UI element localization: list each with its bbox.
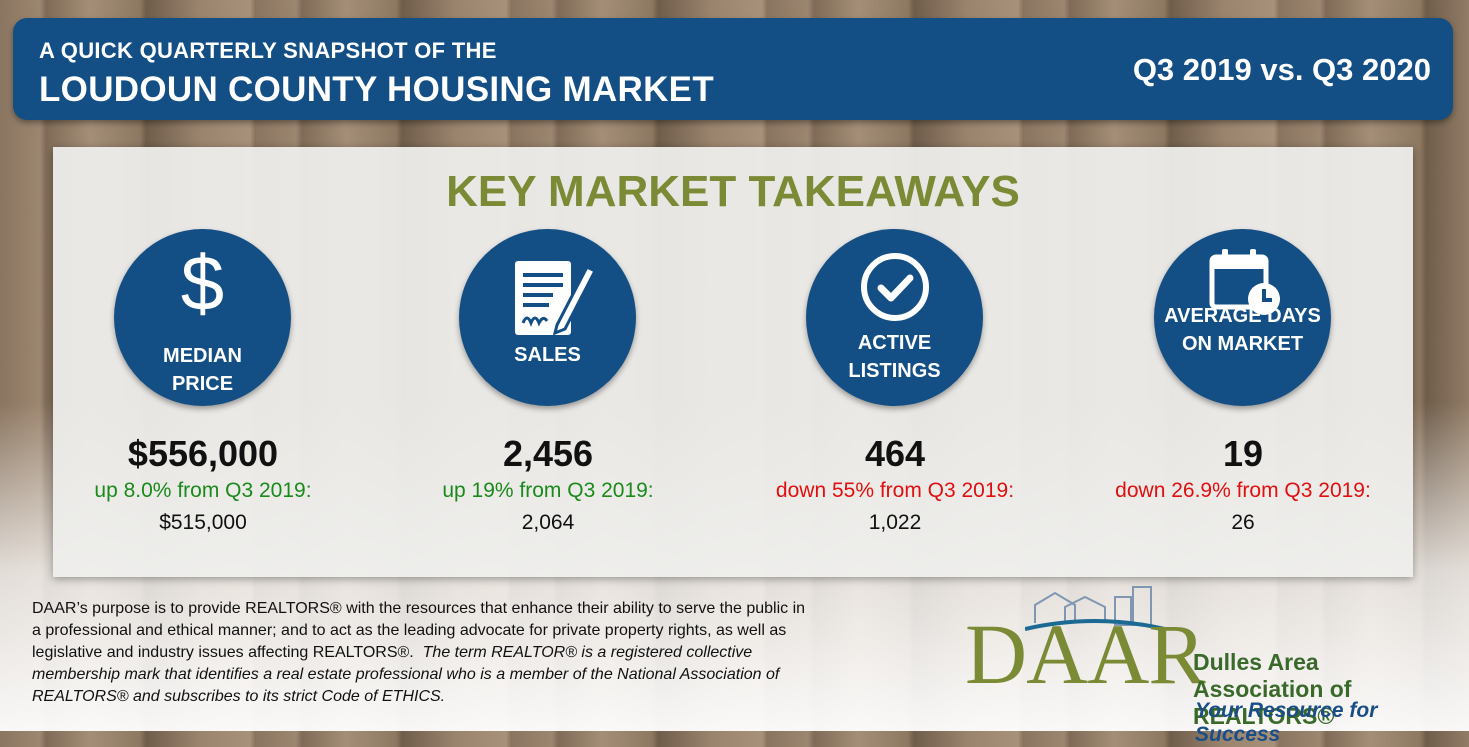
- stat-value: 464: [864, 433, 926, 474]
- stat-days-on-market: AVERAGE DAYS ON MARKET 19 down 26.9% fro…: [1093, 229, 1393, 559]
- stat-label-line1: MEDIAN: [163, 345, 242, 367]
- takeaways-panel: KEY MARKET TAKEAWAYS $ MEDIAN PRICE $556…: [53, 147, 1413, 577]
- stat-label: ACTIVE LISTINGS: [806, 329, 983, 385]
- stat-sales: SALES 2,456 up 19% from Q3 2019: 2,064: [398, 229, 698, 559]
- stat-label-line1: ACTIVE: [857, 332, 932, 354]
- banner-period: Q3 2019 vs. Q3 2020: [1132, 52, 1431, 87]
- stat-label: AVERAGE DAYS ON MARKET: [1154, 302, 1331, 358]
- stat-circle: SALES: [459, 229, 636, 406]
- stat-circle: ACTIVE LISTINGS: [806, 229, 983, 406]
- stat-previous: 1,022: [868, 511, 922, 534]
- contract-signature-icon: [515, 261, 598, 336]
- stat-value: $556,000: [127, 433, 279, 474]
- footer-purpose-text: DAAR’s purpose is to provide REALTORS® w…: [32, 598, 832, 708]
- stat-label: MEDIAN PRICE: [114, 342, 291, 398]
- stat-change: up 8.0% from Q3 2019:: [94, 479, 312, 502]
- stat-label-line1: SALES: [514, 344, 581, 366]
- stat-value: 19: [1222, 433, 1264, 474]
- stat-change: up 19% from Q3 2019:: [442, 479, 654, 502]
- footer-line: a professional and ethical manner; and t…: [32, 622, 787, 639]
- footer-line-normal: legislative and industry issues affectin…: [32, 644, 414, 661]
- panel-heading: KEY MARKET TAKEAWAYS: [446, 167, 1020, 216]
- banner-subtitle: A QUICK QUARTERLY SNAPSHOT OF THE: [39, 38, 497, 63]
- stat-active-listings: ACTIVE LISTINGS 464 down 55% from Q3 201…: [745, 229, 1045, 559]
- logo-org-line1: Dulles Area: [1193, 649, 1319, 675]
- footer-line: DAAR’s purpose is to provide REALTORS® w…: [32, 600, 806, 617]
- logo-org-line2: Association of REALTORS®: [1193, 676, 1352, 729]
- stat-change: down 26.9% from Q3 2019:: [1115, 479, 1371, 502]
- banner-title: LOUDOUN COUNTY HOUSING MARKET: [39, 70, 714, 109]
- header-banner: A QUICK QUARTERLY SNAPSHOT OF THE LOUDOU…: [13, 18, 1453, 120]
- stat-value: 2,456: [502, 433, 594, 474]
- stat-label-line2: ON MARKET: [1181, 333, 1304, 355]
- dollar-icon: $: [180, 239, 225, 327]
- stat-previous: 26: [1231, 511, 1255, 534]
- stat-change: down 55% from Q3 2019:: [775, 479, 1015, 502]
- stat-label-line2: PRICE: [171, 373, 234, 395]
- stat-previous: $515,000: [159, 511, 247, 534]
- stat-label-line2: LISTINGS: [848, 360, 941, 382]
- stat-label-line1: AVERAGE DAYS: [1164, 305, 1321, 327]
- stat-circle: $ MEDIAN PRICE: [114, 229, 291, 406]
- checkmark-icon: [861, 253, 929, 321]
- skyline-icon: [1025, 586, 1165, 631]
- calendar-clock-icon: [1209, 249, 1280, 315]
- stat-circle: AVERAGE DAYS ON MARKET: [1154, 229, 1331, 406]
- footer-line-italic: The term REALTOR® is a registered collec…: [422, 644, 753, 661]
- stat-label: SALES: [459, 341, 636, 369]
- footer-line: REALTORS® and subscribes to its strict C…: [32, 688, 446, 705]
- daar-wordmark: DAAR: [965, 606, 1206, 702]
- footer-line: membership mark that identifies a real e…: [32, 666, 780, 683]
- logo-tagline: Your Resource for Success: [1195, 699, 1378, 746]
- daar-logo: DAAR Dulles Area Association of REALTORS…: [965, 583, 1455, 746]
- stat-median-price: $ MEDIAN PRICE $556,000 up 8.0% from Q3 …: [53, 229, 353, 559]
- stat-previous: 2,064: [521, 511, 575, 534]
- footer-line: legislative and industry issues affectin…: [32, 642, 832, 664]
